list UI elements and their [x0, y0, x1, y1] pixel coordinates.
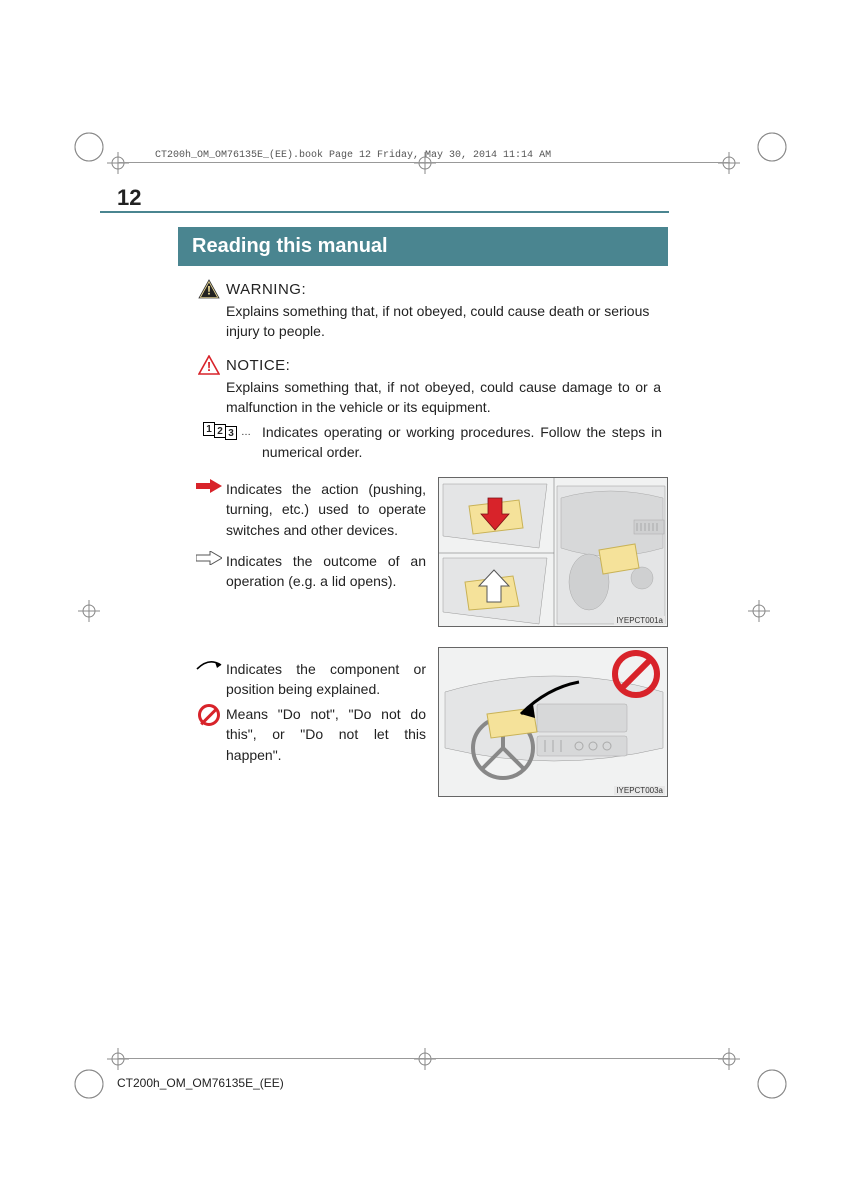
figure-console-operation: IYEPCT001a [438, 477, 668, 627]
page-number: 12 [117, 185, 141, 211]
footer-text: CT200h_OM_OM76135E_(EE) [117, 1076, 284, 1090]
warning-body: Explains something that, if not obeyed, … [226, 301, 661, 342]
prohibit-icon [192, 704, 226, 726]
notice-text: NOTICE: Explains something that, if not … [226, 355, 661, 417]
figure-dashboard-donot: IYEPCT003a [438, 647, 668, 797]
notice-heading: NOTICE: [226, 355, 661, 377]
figure-label: IYEPCT003a [614, 786, 665, 795]
crop-mark [107, 152, 129, 174]
svg-text:!: ! [207, 284, 211, 298]
entry-action: Indicates the action (pushing, turning, … [192, 479, 432, 540]
entry-component: Indicates the component or position bein… [192, 659, 432, 700]
entry-warning: ! WARNING: Explains something that, if n… [192, 279, 668, 341]
crop-mark [748, 600, 770, 622]
action-body: Indicates the action (pushing, turning, … [226, 479, 426, 540]
figure-label: IYEPCT001a [614, 616, 665, 625]
outcome-body: Indicates the outcome of an operation (e… [226, 551, 426, 592]
crop-mark [107, 1048, 129, 1070]
crop-mark [718, 152, 740, 174]
warning-text: WARNING: Explains something that, if not… [226, 279, 661, 341]
warning-heading: WARNING: [226, 279, 661, 301]
crop-mark [71, 129, 107, 165]
crop-mark [754, 129, 790, 165]
entry-donot: Means "Do not", "Do not do this", or "Do… [192, 704, 432, 765]
svg-text:!: ! [207, 359, 211, 374]
crop-mark [78, 600, 100, 622]
callout-arrow-icon [192, 659, 226, 673]
steps-body: Indicates operating or working procedure… [262, 422, 662, 463]
crop-rule [118, 1058, 730, 1059]
warning-icon: ! [192, 279, 226, 299]
entry-notice: ! NOTICE: Explains something that, if no… [192, 355, 668, 417]
component-body: Indicates the component or position bein… [226, 659, 426, 700]
section-title: Reading this manual [178, 227, 668, 266]
notice-icon: ! [192, 355, 226, 375]
entry-outcome: Indicates the outcome of an operation (e… [192, 551, 432, 592]
running-header: CT200h_OM_OM76135E_(EE).book Page 12 Fri… [155, 150, 551, 161]
crop-mark [71, 1066, 107, 1102]
crop-mark [718, 1048, 740, 1070]
red-arrow-icon [192, 479, 226, 493]
outline-arrow-icon [192, 551, 226, 565]
header-rule [100, 211, 669, 213]
entry-steps: 123… Indicates operating or working proc… [192, 422, 668, 463]
donot-body: Means "Do not", "Do not do this", or "Do… [226, 704, 426, 765]
steps-icon: 123… [192, 422, 262, 436]
notice-body: Explains something that, if not obeyed, … [226, 377, 661, 418]
crop-mark [754, 1066, 790, 1102]
crop-rule [118, 162, 730, 163]
crop-mark [414, 1048, 436, 1070]
